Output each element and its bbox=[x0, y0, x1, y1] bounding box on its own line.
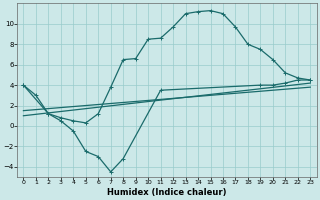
X-axis label: Humidex (Indice chaleur): Humidex (Indice chaleur) bbox=[107, 188, 227, 197]
